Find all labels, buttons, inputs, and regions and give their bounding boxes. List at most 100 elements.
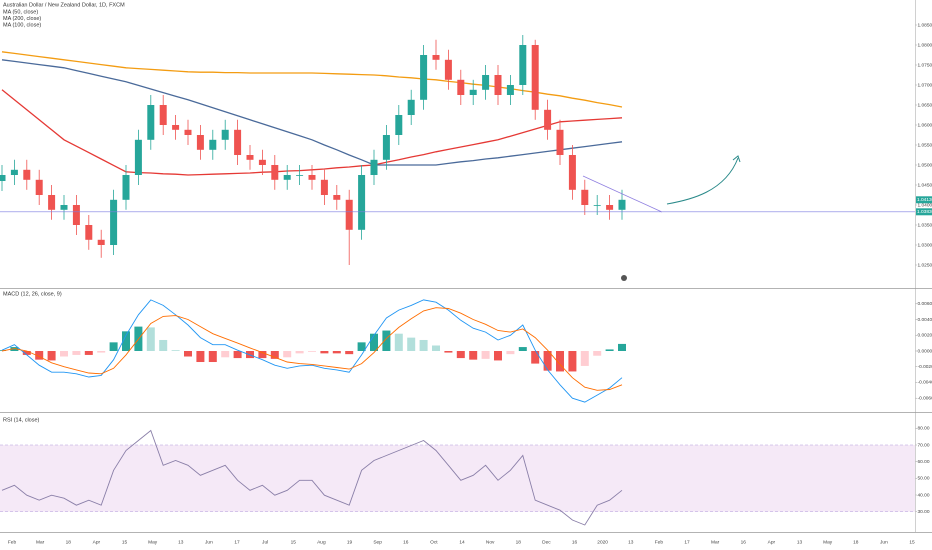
candle-body (407, 99, 415, 115)
x-tick-label: Feb (655, 539, 664, 545)
candle-body (159, 105, 167, 125)
x-tick-label: 13 (797, 539, 803, 545)
candle-body (172, 125, 180, 130)
macd-line (1, 307, 623, 391)
histogram-bar (122, 331, 130, 351)
y-tick-label: 30.00 (918, 509, 930, 515)
candle-body (209, 139, 217, 150)
x-tick-label: 18 (516, 539, 522, 545)
legend-entry: MA (200, close) (3, 16, 41, 22)
x-tick-label: 13 (178, 539, 184, 545)
x-tick-label: Apr (93, 539, 101, 545)
histogram-bar (357, 342, 366, 351)
candle-body (10, 169, 18, 175)
y-tick-label: -0.00600 (918, 395, 932, 401)
histogram-bar (295, 351, 304, 354)
histogram-bar (394, 333, 403, 351)
candle-body (382, 135, 390, 160)
y-tick-label: 1.07000 (918, 82, 932, 88)
rsi-title: RSI (14, close) (3, 417, 40, 423)
histogram-bar (419, 339, 428, 351)
candle-body (234, 129, 242, 155)
x-tick-label: Dec (542, 539, 551, 545)
candle-body (72, 205, 80, 225)
x-tick-label: Jun (880, 539, 888, 545)
candle-body (618, 199, 626, 210)
candle-body (48, 195, 56, 210)
trend-line (582, 175, 663, 213)
candle-body (134, 139, 142, 175)
plot-layers: 1.02500 1.03000 1.03500 1.04000 1.04500 1.050… (0, 9, 932, 545)
y-tick-label: 1.08500 (918, 22, 932, 28)
histogram-bar (184, 351, 192, 357)
x-tick-label: Sep (373, 539, 382, 545)
x-tick-label: 14 (459, 539, 465, 545)
histogram-bar (469, 351, 478, 360)
level-label-box (916, 208, 932, 216)
histogram-bar (283, 351, 292, 358)
histogram-bar (196, 351, 205, 363)
histogram-bar (618, 343, 626, 351)
histogram-bar (556, 351, 564, 372)
x-tick-label: 13 (628, 539, 634, 545)
x-tick-label: Jun (205, 539, 213, 545)
histogram-bar (432, 345, 440, 351)
candle-body (345, 199, 353, 230)
x-tick-label: Nov (486, 539, 495, 545)
x-tick-label: 16 (572, 539, 578, 545)
event-icon (621, 275, 627, 281)
projection-arrow (666, 157, 739, 205)
histogram-bar (47, 351, 56, 361)
histogram-bar (407, 337, 416, 351)
candle-body (506, 85, 514, 95)
histogram-bar (109, 342, 118, 351)
histogram-bar (518, 347, 527, 351)
candle-body (258, 159, 266, 165)
candle-body (333, 195, 341, 200)
y-tick-label: 1.04000 (918, 202, 932, 208)
moving-average-line (1, 51, 623, 108)
candle-body (581, 189, 589, 205)
histogram-bar (370, 333, 378, 351)
candle-body (184, 129, 192, 135)
x-tick-label: Oct (430, 539, 438, 545)
histogram-bar (506, 351, 515, 355)
x-tick-label: 18 (66, 539, 72, 545)
candle-body (296, 175, 304, 176)
candle-body (444, 59, 452, 80)
histogram-bar (60, 351, 68, 357)
histogram-bar (580, 351, 589, 366)
histogram-bar (481, 351, 490, 359)
histogram-bar (593, 351, 602, 356)
histogram-bar (605, 349, 614, 351)
histogram-bar (543, 351, 552, 371)
candle-body (395, 115, 403, 135)
last-price-label: 1.04130 (917, 197, 932, 203)
macd-line (1, 299, 623, 403)
histogram-bar (308, 351, 316, 352)
candle-body (221, 129, 229, 140)
histogram-bar (531, 351, 540, 364)
histogram-bar (22, 351, 31, 355)
candle-body (320, 179, 328, 195)
y-tick-label: 1.07500 (918, 62, 932, 68)
x-tick-label: 16 (741, 539, 747, 545)
y-tick-label: 70.00 (918, 442, 930, 448)
moving-average-line (1, 59, 623, 166)
y-tick-label: 60.00 (918, 459, 930, 465)
candle-body (482, 75, 490, 90)
x-tick-label: May (148, 539, 158, 545)
y-tick-label: 1.06000 (918, 122, 932, 128)
histogram-bar (270, 351, 279, 359)
x-tick-label: May (823, 539, 833, 545)
candle-body (556, 129, 564, 155)
candle-body (0, 175, 6, 181)
histogram-bar (97, 351, 106, 353)
candle-body (531, 45, 539, 110)
y-tick-label: 50.00 (918, 476, 930, 482)
candle-body (110, 199, 118, 245)
